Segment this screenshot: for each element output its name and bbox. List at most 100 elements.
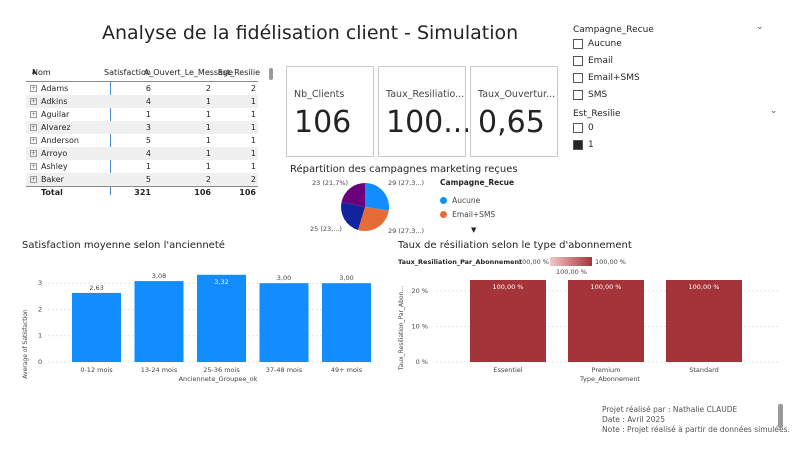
- cell-satisfaction: 4: [145, 97, 151, 106]
- expand-icon[interactable]: +: [30, 137, 37, 144]
- table-row[interactable]: + Anderson 5 1 1: [26, 134, 258, 147]
- slicer-option[interactable]: 0: [573, 123, 594, 133]
- cell-satisfaction: 1: [145, 110, 151, 119]
- slicer-option[interactable]: Email+SMS: [573, 73, 640, 83]
- client-table[interactable]: Nom ▲ Satisfaction A_Ouvert_Le_Message E…: [26, 64, 273, 204]
- cell-resilie: 1: [250, 136, 256, 145]
- pie-slice-email[interactable]: [341, 202, 365, 230]
- satisfaction-bar-chart[interactable]: Average of Satisfaction 0 1 2 3 2,63 0-12 mo…: [18, 256, 378, 386]
- table-row[interactable]: + Ashley 1 1 1: [26, 160, 258, 173]
- slicer-campagne-title: Campagne_Recue: [573, 25, 654, 35]
- pie-legend-item[interactable]: Email+SMS: [440, 204, 495, 223]
- table-row[interactable]: + Adams 6 2 2: [26, 82, 258, 95]
- expand-icon[interactable]: +: [30, 124, 37, 131]
- bar-0-12-mois[interactable]: [72, 292, 121, 362]
- resiliation-column-chart[interactable]: Taux_Resiliation_Par_Abon... 0 % 10 % 20 %…: [396, 270, 781, 385]
- kpi-card-taux-ouverture[interactable]: Taux_Ouvertur... 0,65: [470, 66, 558, 157]
- expand-icon[interactable]: +: [30, 176, 37, 183]
- checkbox[interactable]: [573, 39, 583, 49]
- expand-icon[interactable]: +: [30, 150, 37, 157]
- table-row[interactable]: + Adkins 4 1 1: [26, 95, 258, 108]
- col-x-axis-title: Type_Abonnement: [579, 375, 640, 383]
- bar-x-tick: 0-12 mois: [80, 366, 113, 374]
- slicer-option[interactable]: 1: [573, 140, 594, 150]
- cell-ouvert: 1: [205, 97, 211, 106]
- col-y-tick: 20 %: [411, 287, 428, 295]
- col-bar-essentiel[interactable]: [470, 280, 546, 362]
- pie-legend-title: Campagne_Recue: [440, 178, 515, 187]
- cell-resilie: 1: [250, 162, 256, 171]
- bar-x-axis-title: Anciennete_Groupee_ok: [179, 375, 258, 383]
- slicer-option-label: Email: [588, 56, 613, 66]
- kpi-value: 100...: [386, 105, 468, 140]
- cell-ouvert: 1: [205, 136, 211, 145]
- cell-nom: Adkins: [41, 97, 68, 106]
- table-total-row: Total 321 106 106: [26, 186, 258, 199]
- kpi-value: 106: [294, 105, 352, 140]
- col-bar-premium[interactable]: [568, 280, 644, 362]
- legend-scroll-down-icon[interactable]: ▼: [471, 226, 477, 234]
- col-header-nom[interactable]: Nom: [32, 68, 51, 77]
- pie-slice-email-sms[interactable]: [357, 207, 389, 231]
- pie-chart[interactable]: 23 (21,7%) 29 (27,3...) 25 (23,...) 29 (…: [290, 174, 510, 236]
- col-x-tick: Essentiel: [493, 366, 522, 374]
- pie-legend-item[interactable]: Aucune: [440, 190, 480, 209]
- legend-dot-icon: [440, 197, 447, 204]
- slicer-resilie-title: Est_Resilie: [573, 109, 621, 119]
- sort-ascending-icon: ▲: [32, 68, 37, 75]
- table-row[interactable]: + Baker 5 2 2: [26, 173, 258, 186]
- bar-data-label: 3,00: [339, 274, 353, 282]
- expand-icon[interactable]: +: [30, 98, 37, 105]
- expand-icon[interactable]: +: [30, 163, 37, 170]
- col-bar-standard[interactable]: [666, 280, 742, 362]
- col-header-resilie[interactable]: Est_Resilie: [217, 68, 260, 77]
- chevron-down-icon[interactable]: ⌄: [756, 22, 764, 32]
- cell-nom: Alvarez: [41, 123, 71, 132]
- slicer-option[interactable]: Email: [573, 56, 613, 66]
- page-scrollbar[interactable]: [778, 404, 783, 428]
- table-row[interactable]: + Aguilar 1 1 1: [26, 108, 258, 121]
- cell-ouvert: 1: [205, 110, 211, 119]
- bar-data-label: 3,32: [214, 278, 228, 286]
- kpi-card-nb-clients[interactable]: Nb_Clients 106: [286, 66, 374, 157]
- col-chart-title: Taux de résiliation selon le type d'abon…: [398, 240, 632, 251]
- table-row[interactable]: + Arroyo 4 1 1: [26, 147, 258, 160]
- checkbox[interactable]: [573, 56, 583, 66]
- bar-y-tick: 2: [38, 305, 42, 313]
- checkbox[interactable]: [573, 140, 583, 150]
- pie-slice-aucune[interactable]: [365, 183, 389, 211]
- kpi-card-taux-resiliation[interactable]: Taux_Resiliatio... 100...: [378, 66, 468, 157]
- cell-resilie: 2: [250, 175, 256, 184]
- total-label: Total: [41, 188, 63, 197]
- table-scrollbar[interactable]: [269, 68, 273, 80]
- col-header-ouvert[interactable]: A_Ouvert_Le_Message: [143, 68, 233, 77]
- bar-data-label: 3,08: [152, 272, 166, 280]
- bar-49-mois[interactable]: [322, 283, 371, 362]
- table-row[interactable]: + Alvarez 3 1 1: [26, 121, 258, 134]
- cell-ouvert: 1: [205, 123, 211, 132]
- slicer-option-label: 1: [588, 140, 594, 150]
- bar-37-48-mois[interactable]: [259, 283, 309, 362]
- pie-slice-sms[interactable]: [341, 183, 365, 207]
- expand-icon[interactable]: +: [30, 85, 37, 92]
- col-legend-min: 100,00 %: [518, 258, 549, 266]
- bar-25-36-mois[interactable]: [197, 274, 246, 362]
- checkbox[interactable]: [573, 73, 583, 83]
- pie-label-top-right: 29 (27,3...): [388, 179, 424, 187]
- checkbox[interactable]: [573, 90, 583, 100]
- bar-13-24-mois[interactable]: [134, 281, 184, 362]
- checkbox[interactable]: [573, 123, 583, 133]
- chevron-down-icon[interactable]: ⌄: [770, 106, 778, 116]
- col-x-tick: Premium: [592, 366, 621, 374]
- col-legend-gradient: [550, 257, 592, 266]
- table-header: Nom ▲ Satisfaction A_Ouvert_Le_Message E…: [26, 68, 260, 82]
- kpi-value: 0,65: [478, 105, 545, 140]
- slicer-option[interactable]: SMS: [573, 90, 607, 100]
- expand-icon[interactable]: +: [30, 111, 37, 118]
- cell-satisfaction: 5: [145, 136, 151, 145]
- total-satisfaction: 321: [134, 188, 151, 197]
- total-ouvert: 106: [194, 188, 211, 197]
- col-header-satisfaction[interactable]: Satisfaction: [104, 68, 151, 77]
- col-legend-mid: 100,00 %: [556, 268, 587, 276]
- slicer-option[interactable]: Aucune: [573, 39, 622, 49]
